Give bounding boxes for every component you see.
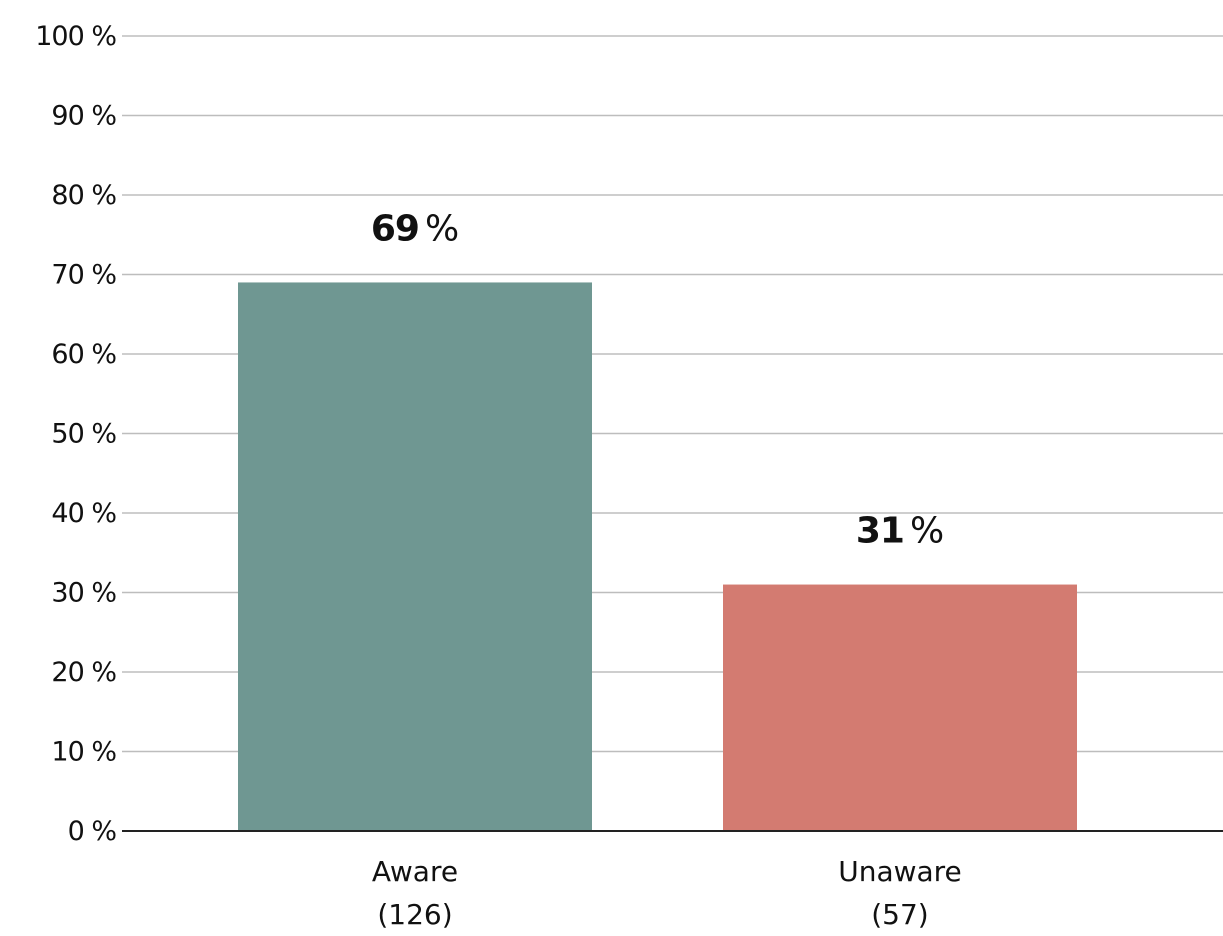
x-axis-labels: Aware (126) Unaware (57) <box>372 855 962 931</box>
y-tick-label-100: 100 % <box>35 21 116 52</box>
y-tick-label-10: 10 % <box>51 737 116 768</box>
y-tick-label-90: 90 % <box>51 101 116 132</box>
y-tick-label-80: 80 % <box>51 180 116 211</box>
y-tick-label-40: 40 % <box>51 498 116 529</box>
y-tick-label-50: 50 % <box>51 419 116 450</box>
x-tick-label-aware: Aware <box>372 855 458 888</box>
value-label-aware: 69% <box>371 208 459 249</box>
bar-aware <box>238 282 592 831</box>
y-axis-ticks: 0 % 10 % 20 % 30 % 40 % 50 % 60 % 70 % 80 % 90 % 1… <box>35 21 117 847</box>
value-label-unaware: 31% <box>856 511 944 552</box>
bars <box>238 282 1077 831</box>
y-tick-label-60: 60 % <box>51 339 116 370</box>
x-tick-count-aware: (126) <box>377 898 452 931</box>
value-label-number: 69 <box>371 208 419 249</box>
y-tick-label-20: 20 % <box>51 657 116 688</box>
bar-unaware <box>723 584 1077 831</box>
x-tick-count-unaware: (57) <box>871 898 928 931</box>
value-label-percent-sign: % <box>910 511 944 552</box>
y-tick-label-0: 0 % <box>68 816 117 847</box>
y-tick-label-70: 70 % <box>51 260 116 291</box>
value-label-percent-sign: % <box>425 208 459 249</box>
value-label-number: 31 <box>856 511 904 552</box>
value-labels: 69 %31% <box>371 208 944 551</box>
x-tick-label-unaware: Unaware <box>838 855 962 888</box>
y-tick-label-30: 30 % <box>51 578 116 609</box>
